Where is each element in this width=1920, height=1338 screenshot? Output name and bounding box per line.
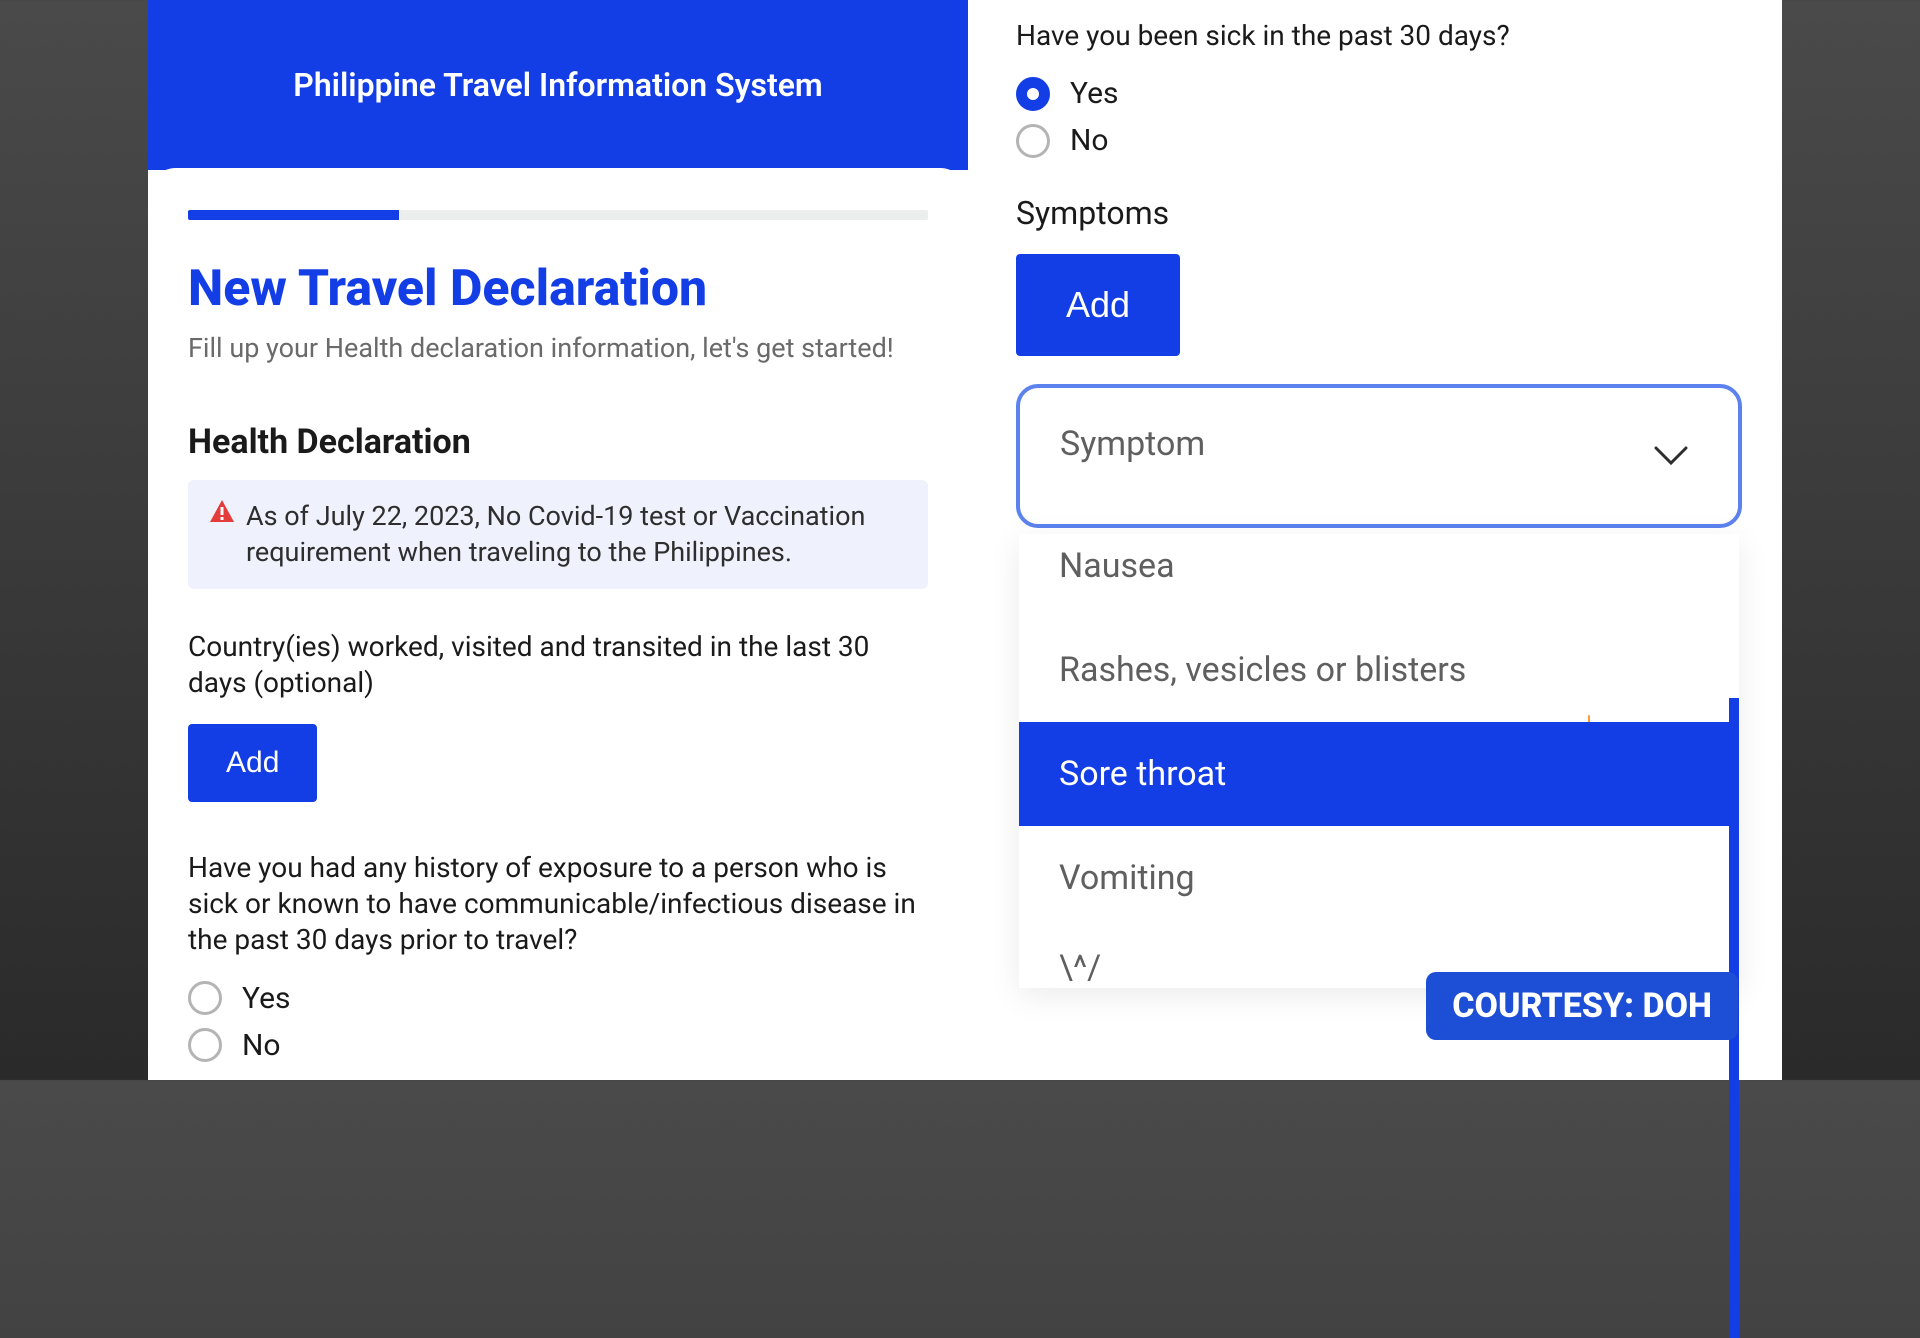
sick-no-radio[interactable]	[1016, 124, 1050, 158]
symptom-dropdown: Nausea Rashes, vesicles or blisters	[1019, 534, 1739, 988]
add-country-button[interactable]: Add	[188, 724, 317, 802]
exposure-no-label: No	[242, 1028, 281, 1063]
sick-no-label: No	[1070, 123, 1109, 158]
sick-no-row[interactable]: No	[1016, 123, 1742, 158]
sick-question: Have you been sick in the past 30 days?	[1016, 18, 1742, 54]
warning-icon	[210, 500, 234, 526]
declaration-card: New Travel Declaration Fill up your Heal…	[148, 168, 968, 1075]
exposure-yes-row[interactable]: Yes	[188, 981, 928, 1016]
page-subtitle: Fill up your Health declaration informat…	[188, 332, 928, 364]
exposure-question: Have you had any history of exposure to …	[188, 850, 928, 959]
dropdown-item-rashes[interactable]: Rashes, vesicles or blisters	[1019, 618, 1739, 722]
progress-bar	[188, 210, 928, 220]
exposure-yes-label: Yes	[242, 981, 290, 1016]
symptom-select[interactable]: Symptom	[1016, 384, 1742, 528]
exposure-no-radio[interactable]	[188, 1028, 222, 1062]
sick-yes-label: Yes	[1070, 76, 1118, 111]
sick-yes-radio[interactable]	[1016, 77, 1050, 111]
exposure-yes-radio[interactable]	[188, 981, 222, 1015]
dropdown-item-vomiting[interactable]: Vomiting	[1019, 826, 1739, 930]
app-title: Philippine Travel Information System	[293, 66, 822, 104]
dropdown-item-rashes-label: Rashes, vesicles or blisters	[1059, 650, 1466, 690]
progress-fill	[188, 210, 399, 220]
app-header: Philippine Travel Information System	[148, 0, 968, 170]
symptom-select-label: Symptom	[1060, 424, 1698, 464]
courtesy-badge: COURTESY: DOH	[1426, 972, 1738, 1040]
symptoms-title: Symptoms	[1016, 194, 1742, 232]
chevron-down-icon	[1654, 446, 1688, 470]
dropdown-item-sore-throat[interactable]: Sore throat	[1019, 722, 1739, 826]
page-title: New Travel Declaration	[188, 260, 928, 318]
countries-label: Country(ies) worked, visited and transit…	[188, 629, 928, 702]
dropdown-item-nausea[interactable]: Nausea	[1019, 534, 1739, 618]
sick-yes-row[interactable]: Yes	[1016, 76, 1742, 111]
section-title-health: Health Declaration	[188, 422, 928, 462]
alert-text: As of July 22, 2023, No Covid-19 test or…	[246, 498, 904, 571]
covid-alert: As of July 22, 2023, No Covid-19 test or…	[188, 480, 928, 589]
exposure-no-row[interactable]: No	[188, 1028, 928, 1063]
add-symptom-button[interactable]: Add	[1016, 254, 1180, 356]
